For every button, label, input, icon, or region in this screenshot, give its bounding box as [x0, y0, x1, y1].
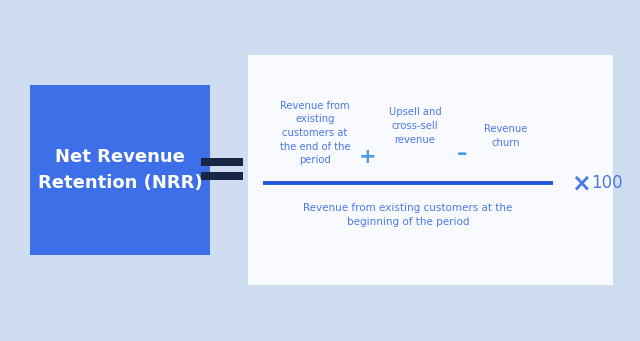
- Text: Upsell and
cross-sell
revenue: Upsell and cross-sell revenue: [388, 107, 442, 145]
- FancyBboxPatch shape: [30, 85, 210, 255]
- FancyBboxPatch shape: [201, 158, 243, 166]
- Text: Net Revenue
Retention (NRR): Net Revenue Retention (NRR): [38, 148, 202, 192]
- Text: ×: ×: [571, 171, 591, 195]
- Text: +: +: [359, 147, 377, 167]
- FancyBboxPatch shape: [201, 172, 243, 180]
- Text: Revenue
churn: Revenue churn: [484, 124, 528, 148]
- FancyBboxPatch shape: [248, 55, 613, 285]
- Text: Revenue from existing customers at the
beginning of the period: Revenue from existing customers at the b…: [303, 203, 513, 227]
- Text: Revenue from
existing
customers at
the end of the
period: Revenue from existing customers at the e…: [280, 101, 350, 165]
- Text: –: –: [457, 144, 467, 164]
- Text: 100: 100: [591, 174, 623, 192]
